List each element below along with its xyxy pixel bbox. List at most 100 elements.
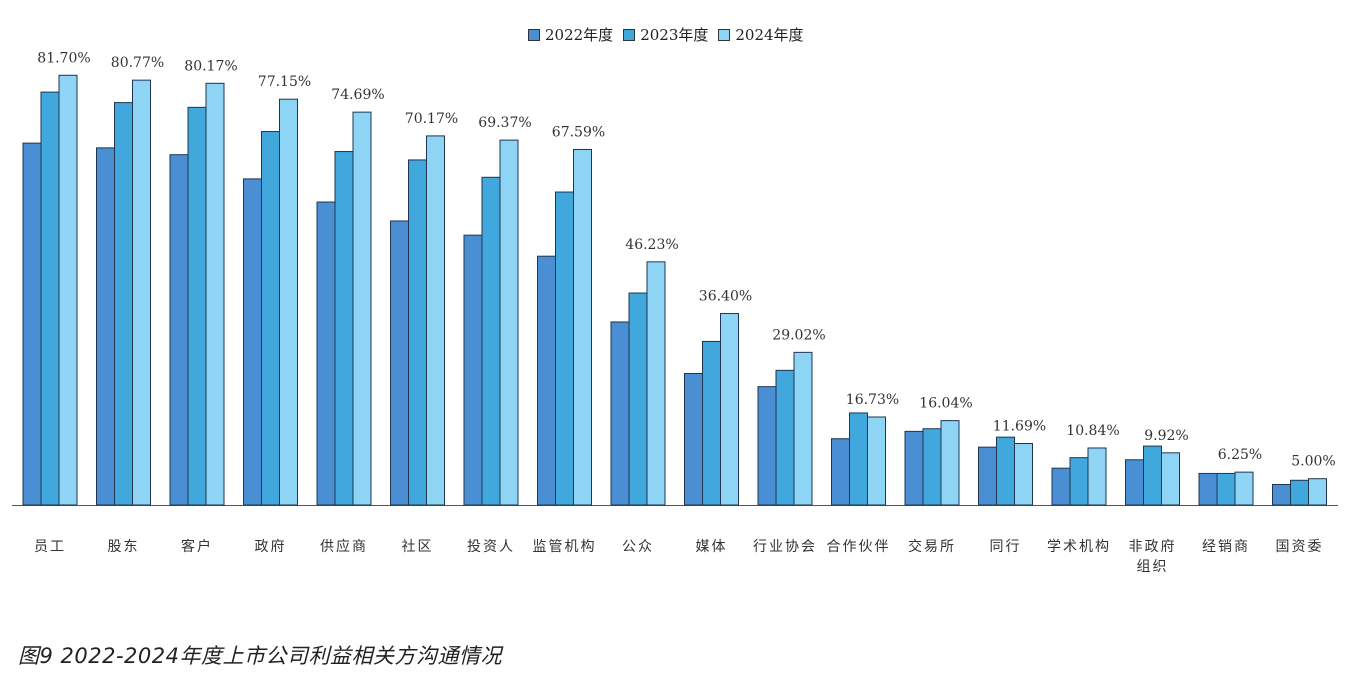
bar-2022 (243, 178, 262, 506)
bar-2024 (867, 416, 886, 506)
bar-2024 (1161, 452, 1180, 506)
bar-2022 (684, 373, 703, 506)
category-label: 社区 (402, 539, 434, 555)
bar-2024 (1234, 471, 1254, 506)
category-label: 媒体 (696, 539, 728, 555)
data-label: 36.40% (699, 289, 752, 305)
data-label: 6.25% (1218, 447, 1262, 463)
legend-swatch-2022 (528, 28, 540, 41)
category-label: 投资人 (467, 539, 515, 555)
bar-2023 (1143, 445, 1162, 506)
bar-2024 (426, 135, 445, 506)
bar-2024 (352, 111, 372, 506)
bar-2023 (702, 340, 721, 506)
bar-2023 (775, 369, 795, 506)
bar-2024 (1014, 443, 1033, 506)
category-label: 交易所 (908, 538, 956, 555)
data-label: 69.37% (478, 115, 531, 131)
bar-2023 (849, 412, 868, 506)
data-label: 10.84% (1066, 423, 1119, 439)
data-label: 80.77% (111, 55, 164, 71)
bar-2023 (1216, 472, 1236, 506)
bar-2024 (793, 351, 813, 506)
category-label: 合作伙伴 (827, 539, 891, 555)
data-label: 80.17% (184, 58, 237, 74)
category-label: 监管机构 (533, 539, 597, 555)
legend-item-2022: 2022年度 (528, 24, 613, 45)
bar-2023 (334, 151, 354, 506)
category-label: 公众 (622, 539, 654, 555)
bar-2024 (720, 313, 739, 506)
bar-2022 (1198, 472, 1218, 506)
category-label: 非政府组织 (1129, 539, 1177, 575)
data-label: 74.69% (331, 87, 384, 103)
bar-2022 (463, 234, 483, 506)
bar-2022 (169, 154, 189, 506)
bar-2024 (940, 420, 960, 506)
legend-swatch-2024 (718, 28, 731, 41)
bar-2024 (132, 79, 151, 506)
category-label: 同行 (990, 539, 1022, 555)
legend-label-2022: 2022年度 (545, 26, 614, 44)
category-label: 员工 (34, 539, 66, 555)
bar-2022 (537, 255, 556, 506)
bar-2022 (96, 147, 115, 506)
legend-label-2024: 2024年度 (735, 26, 804, 44)
data-label: 5.00% (1291, 454, 1335, 470)
category-label: 行业协会 (753, 539, 817, 555)
data-label: 16.04% (919, 396, 972, 412)
category-label: 国资委 (1276, 539, 1324, 555)
bar-2024 (279, 98, 298, 506)
bar-2023 (40, 91, 60, 506)
bar-2022 (978, 446, 997, 506)
category-label: 学术机构 (1047, 539, 1111, 555)
bar-2022 (1125, 459, 1144, 506)
data-label: 29.02% (772, 327, 825, 343)
chart-legend: 2022年度 2023年度 2024年度 (528, 24, 804, 45)
bar-2024 (205, 82, 225, 506)
bar-2023 (261, 131, 280, 506)
bar-2024 (58, 74, 78, 506)
bar-2024 (1308, 478, 1327, 506)
category-label: 供应商 (320, 538, 368, 555)
bar-2022 (22, 142, 42, 506)
category-label: 客户 (181, 538, 213, 555)
bar-2023 (481, 176, 501, 506)
data-label: 70.17% (405, 111, 458, 127)
bar-chart: 81.70% 员工 80.77% 股东 80.17% 客户 77.15% 政府 74.69% 供应… (12, 50, 1338, 575)
bar-2023 (1290, 479, 1309, 506)
data-label: 9.92% (1144, 428, 1188, 444)
legend-label-2023: 2023年度 (640, 26, 709, 44)
bar-2023 (555, 191, 574, 506)
figure-caption: 图9 2022-2024年度上市公司利益相关方沟通情况 (18, 644, 502, 668)
bar-2024 (573, 148, 592, 506)
bar-2024 (1087, 447, 1107, 506)
data-label: 16.73% (846, 392, 899, 408)
category-label: 股东 (108, 539, 140, 555)
bar-2024 (646, 261, 666, 506)
bar-2022 (316, 201, 336, 506)
bar-2024 (499, 139, 519, 506)
bar-2022 (390, 220, 409, 506)
bar-2022 (1051, 467, 1071, 506)
data-label: 46.23% (625, 237, 678, 253)
bar-2023 (408, 159, 427, 506)
bar-2022 (831, 438, 850, 506)
bar-2023 (628, 292, 648, 506)
category-label: 经销商 (1202, 539, 1250, 555)
data-label: 11.69% (993, 419, 1046, 435)
bar-2023 (1069, 457, 1089, 506)
legend-swatch-2023 (623, 28, 636, 41)
bar-2022 (610, 321, 630, 506)
bar-2023 (114, 102, 133, 506)
bar-2022 (904, 430, 924, 506)
category-label: 政府 (255, 539, 287, 555)
legend-item-2024: 2024年度 (718, 24, 804, 45)
data-label: 77.15% (258, 74, 311, 90)
data-label: 81.70% (37, 50, 90, 66)
bar-2023 (187, 106, 207, 506)
data-label: 67.59% (552, 124, 605, 140)
bar-2022 (1272, 483, 1291, 506)
bar-2023 (922, 428, 942, 506)
legend-item-2023: 2023年度 (623, 24, 708, 45)
